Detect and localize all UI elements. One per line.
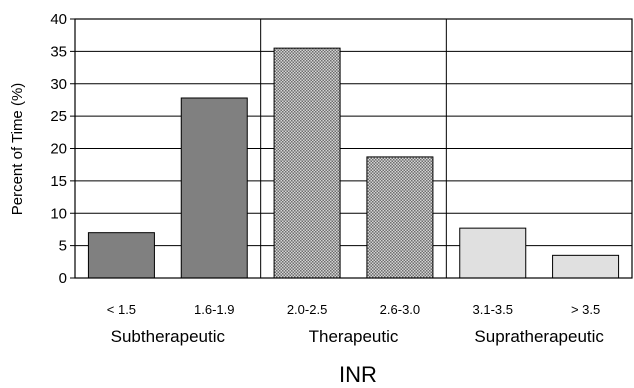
y-tick-label: 5 xyxy=(59,238,67,255)
y-tick-label: 40 xyxy=(50,11,67,28)
y-tick-label: 0 xyxy=(59,270,67,287)
bar-2.6-3.0 xyxy=(366,156,434,279)
y-axis-label: Percent of Time (%) xyxy=(9,83,26,216)
x-tick-label: 2.0-2.5 xyxy=(287,302,327,317)
bars xyxy=(87,47,620,279)
y-tick-label: 25 xyxy=(50,108,67,125)
group-labels: Subtherapeutic Therapeutic Supratherapeuti… xyxy=(111,327,605,346)
bar-3.1-3.5 xyxy=(459,227,527,279)
y-tick-label: 35 xyxy=(50,43,67,60)
y-tick-label: 10 xyxy=(50,205,67,222)
y-tick-label: 15 xyxy=(50,173,67,190)
x-axis-label: INR xyxy=(339,362,377,387)
bar-3.5 xyxy=(552,254,620,279)
x-tick-label: < 1.5 xyxy=(107,302,136,317)
x-tick-label: 3.1-3.5 xyxy=(473,302,513,317)
bar-1.5 xyxy=(87,232,155,279)
x-axis-tick-labels: < 1.5 1.6-1.9 2.0-2.5 2.6-3.0 3.1-3.5 > 3.5 xyxy=(107,302,600,317)
gridlines xyxy=(75,50,632,247)
bar-2.0-2.5 xyxy=(273,47,341,279)
x-tick-label: > 3.5 xyxy=(571,302,600,317)
y-axis-tick-labels: 0 5 10 15 20 25 30 35 40 xyxy=(50,11,67,287)
x-tick-label: 2.6-3.0 xyxy=(380,302,420,317)
group-separators xyxy=(260,19,447,278)
plot-frame xyxy=(70,18,633,279)
y-tick-label: 20 xyxy=(50,141,67,158)
group-label: Supratherapeutic xyxy=(474,327,604,346)
bar-1.6-1.9 xyxy=(180,97,248,279)
y-tick-label: 30 xyxy=(50,76,67,93)
group-label: Subtherapeutic xyxy=(111,327,226,346)
x-tick-label: 1.6-1.9 xyxy=(194,302,234,317)
group-label: Therapeutic xyxy=(309,327,399,346)
